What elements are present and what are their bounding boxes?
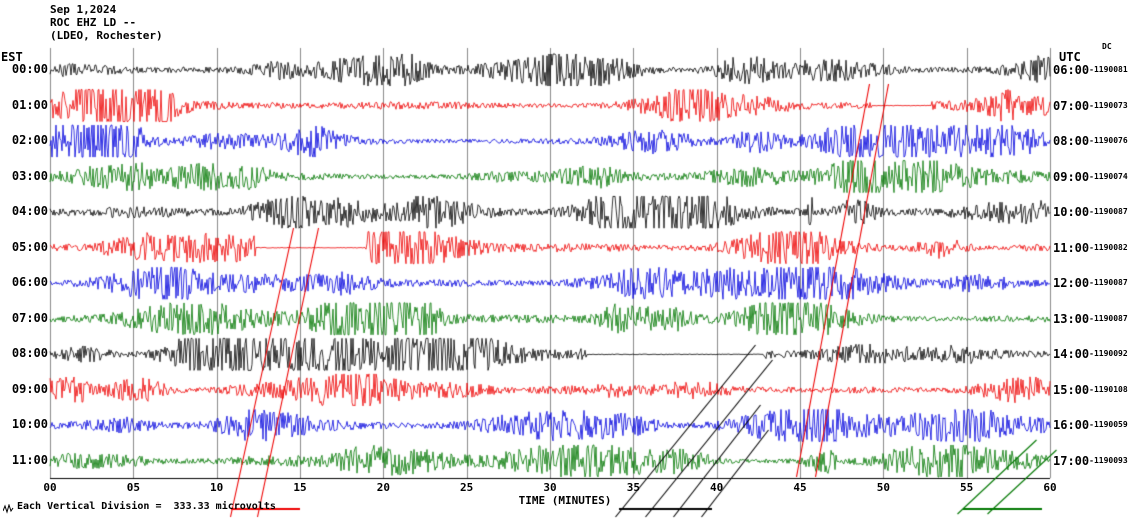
row-est-time-label: 08:00 [11,346,48,361]
row-dc-offset-label: -1190073 [1089,100,1128,110]
row-est-time-label: 00:00 [11,62,48,76]
row-utc-time-label: 12:00-1190087 [1053,275,1128,291]
x-tick-label: 30 [543,481,557,494]
row-dc-offset-label: -1190082 [1089,242,1128,252]
row-dc-offset-label: -1190059 [1089,420,1128,430]
row-utc-time: 08:00 [1053,134,1090,149]
row-est-time-label: 01:00 [11,97,48,112]
row-dc-offset-label: -1190087 [1089,207,1128,217]
row-utc-time: 16:00 [1053,418,1090,433]
row-utc-time-label: 13:00-1190087 [1053,311,1128,327]
x-tick-label: 20 [376,481,390,494]
row-est-time-label: 09:00 [11,381,48,396]
row-utc-time: 06:00 [1053,63,1090,77]
row-est-time-label: 05:00 [11,239,48,254]
station-channel-label: ROC EHZ LD -- [50,16,137,29]
station-location-label: (LDEO, Rochester) [50,29,163,42]
x-tick-label: 05 [126,481,140,494]
row-est-time-label: 11:00 [11,452,48,467]
x-tick-label: 25 [460,481,474,494]
row-utc-time: 17:00 [1053,453,1090,468]
x-tick-label: 15 [293,481,307,494]
row-dc-offset-label: -1190093 [1089,455,1128,465]
x-tick-label: 35 [626,481,640,494]
row-utc-time-label: 07:00-1190073 [1053,98,1128,114]
x-tick-label: 50 [876,481,890,494]
row-utc-time-label: 15:00-1190108 [1053,382,1128,398]
row-utc-time: 09:00 [1053,169,1090,184]
row-est-time-label: 02:00 [11,133,48,148]
date-label: Sep 1,2024 [50,3,117,16]
left-axis-title: EST [1,50,23,64]
row-dc-offset-label: -1190081 [1089,65,1128,74]
row-utc-time: 11:00 [1053,240,1090,255]
right-axis-title: UTC [1059,50,1081,64]
dc-column-label: DC [1102,42,1112,51]
row-dc-offset-label: -1190108 [1089,384,1128,394]
row-est-time-label: 06:00 [11,275,48,290]
row-utc-time-label: 14:00-1190092 [1053,346,1128,362]
x-tick-label: 00 [43,481,57,494]
row-utc-time-label: 16:00-1190059 [1053,417,1128,433]
row-utc-time: 13:00 [1053,311,1090,326]
x-tick-label: 40 [710,481,724,494]
row-utc-time: 07:00 [1053,98,1090,113]
x-axis-title: TIME (MINUTES) [518,494,612,507]
waveform-scale-icon [3,504,14,514]
row-est-time-label: 07:00 [11,310,48,325]
vertical-division-note: Each Vertical Division = 333.33 microvol… [17,501,276,512]
row-est-time-label: 04:00 [11,204,48,219]
row-utc-time: 10:00 [1053,205,1090,220]
x-tick-label: 60 [1043,481,1057,494]
row-utc-time: 14:00 [1053,347,1090,362]
row-est-time-label: 03:00 [11,168,48,183]
row-dc-offset-label: -1190087 [1089,278,1128,288]
row-utc-time: 12:00 [1053,276,1090,291]
row-utc-time-label: 17:00-1190093 [1053,453,1128,469]
row-utc-time-label: 06:00-1190081 [1053,62,1128,78]
row-dc-offset-label: -1190087 [1089,313,1128,323]
row-dc-offset-label: -1190092 [1089,349,1128,359]
row-utc-time-label: 10:00-1190087 [1053,204,1128,220]
row-utc-time-label: 09:00-1190074 [1053,169,1128,185]
row-est-time-label: 10:00 [11,417,48,432]
x-tick-label: 10 [210,481,224,494]
row-utc-time-label: 08:00-1190076 [1053,133,1128,149]
x-tick-label: 45 [793,481,807,494]
row-utc-time: 15:00 [1053,382,1090,397]
row-dc-offset-label: -1190074 [1089,171,1128,181]
row-utc-time-label: 11:00-1190082 [1053,240,1128,256]
row-dc-offset-label: -1190076 [1089,136,1128,146]
x-tick-label: 55 [960,481,974,494]
